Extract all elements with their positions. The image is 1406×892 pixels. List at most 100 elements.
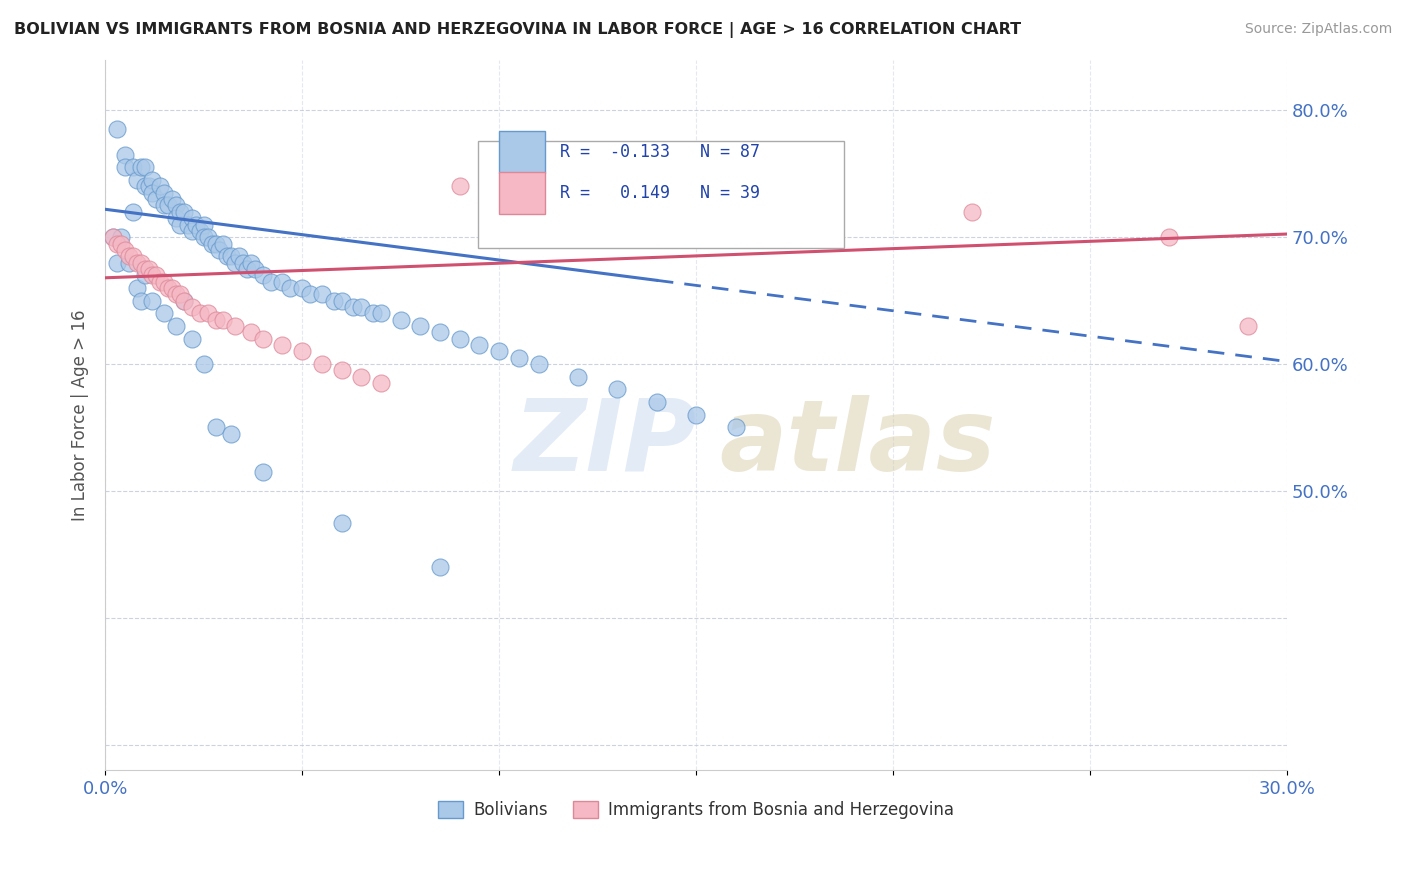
Point	[153, 306, 176, 320]
Point	[219, 426, 242, 441]
Point	[134, 268, 156, 283]
Point	[125, 173, 148, 187]
Point	[429, 326, 451, 340]
Point	[188, 224, 211, 238]
Point	[271, 275, 294, 289]
Point	[141, 268, 163, 283]
Point	[114, 147, 136, 161]
Point	[157, 198, 180, 212]
Point	[160, 192, 183, 206]
Point	[260, 275, 283, 289]
Point	[212, 312, 235, 326]
Point	[240, 326, 263, 340]
Point	[118, 249, 141, 263]
Point	[468, 338, 491, 352]
Point	[141, 186, 163, 200]
Point	[449, 332, 471, 346]
Point	[110, 230, 132, 244]
Point	[197, 306, 219, 320]
Point	[228, 249, 250, 263]
Point	[271, 338, 294, 352]
Point	[173, 293, 195, 308]
Point	[125, 281, 148, 295]
Point	[105, 255, 128, 269]
Point	[217, 249, 239, 263]
Point	[488, 344, 510, 359]
Point	[177, 218, 200, 232]
Point	[114, 243, 136, 257]
Point	[157, 281, 180, 295]
Point	[197, 230, 219, 244]
Point	[129, 293, 152, 308]
Point	[350, 300, 373, 314]
Point	[685, 408, 707, 422]
FancyBboxPatch shape	[499, 131, 546, 173]
Point	[165, 211, 187, 226]
Point	[193, 218, 215, 232]
Point	[330, 363, 353, 377]
Point	[606, 383, 628, 397]
Point	[208, 243, 231, 257]
Point	[184, 218, 207, 232]
Point	[138, 261, 160, 276]
Point	[645, 395, 668, 409]
Point	[243, 261, 266, 276]
Point	[121, 204, 143, 219]
Point	[240, 255, 263, 269]
Point	[389, 312, 412, 326]
Point	[960, 204, 983, 219]
Point	[141, 173, 163, 187]
Point	[1236, 318, 1258, 333]
Y-axis label: In Labor Force | Age > 16: In Labor Force | Age > 16	[72, 309, 89, 521]
Text: R =  -0.133   N = 87: R = -0.133 N = 87	[560, 144, 761, 161]
Text: atlas: atlas	[720, 395, 997, 491]
Point	[236, 261, 259, 276]
Point	[311, 287, 333, 301]
Point	[169, 204, 191, 219]
Point	[165, 198, 187, 212]
Point	[180, 211, 202, 226]
Point	[193, 357, 215, 371]
Point	[299, 287, 322, 301]
Point	[114, 161, 136, 175]
Point	[567, 369, 589, 384]
Point	[370, 306, 392, 320]
Point	[212, 236, 235, 251]
Point	[224, 318, 246, 333]
Point	[110, 236, 132, 251]
Point	[165, 287, 187, 301]
Point	[291, 344, 314, 359]
Point	[149, 179, 172, 194]
Point	[370, 376, 392, 390]
Point	[342, 300, 364, 314]
Point	[141, 293, 163, 308]
Point	[188, 306, 211, 320]
Point	[567, 192, 589, 206]
Point	[149, 275, 172, 289]
Point	[232, 255, 254, 269]
Point	[153, 186, 176, 200]
Point	[105, 122, 128, 136]
Point	[105, 236, 128, 251]
Text: BOLIVIAN VS IMMIGRANTS FROM BOSNIA AND HERZEGOVINA IN LABOR FORCE | AGE > 16 COR: BOLIVIAN VS IMMIGRANTS FROM BOSNIA AND H…	[14, 22, 1021, 38]
Point	[129, 255, 152, 269]
Point	[134, 261, 156, 276]
Point	[252, 268, 274, 283]
Point	[224, 255, 246, 269]
Point	[169, 287, 191, 301]
Point	[204, 312, 226, 326]
Point	[361, 306, 384, 320]
Text: Source: ZipAtlas.com: Source: ZipAtlas.com	[1244, 22, 1392, 37]
Point	[173, 293, 195, 308]
Point	[153, 275, 176, 289]
Point	[118, 255, 141, 269]
Legend: Bolivians, Immigrants from Bosnia and Herzegovina: Bolivians, Immigrants from Bosnia and He…	[432, 794, 960, 826]
Point	[219, 249, 242, 263]
Point	[252, 465, 274, 479]
Point	[173, 204, 195, 219]
FancyBboxPatch shape	[499, 172, 546, 214]
Point	[330, 516, 353, 530]
Point	[134, 161, 156, 175]
Point	[193, 230, 215, 244]
Point	[180, 300, 202, 314]
